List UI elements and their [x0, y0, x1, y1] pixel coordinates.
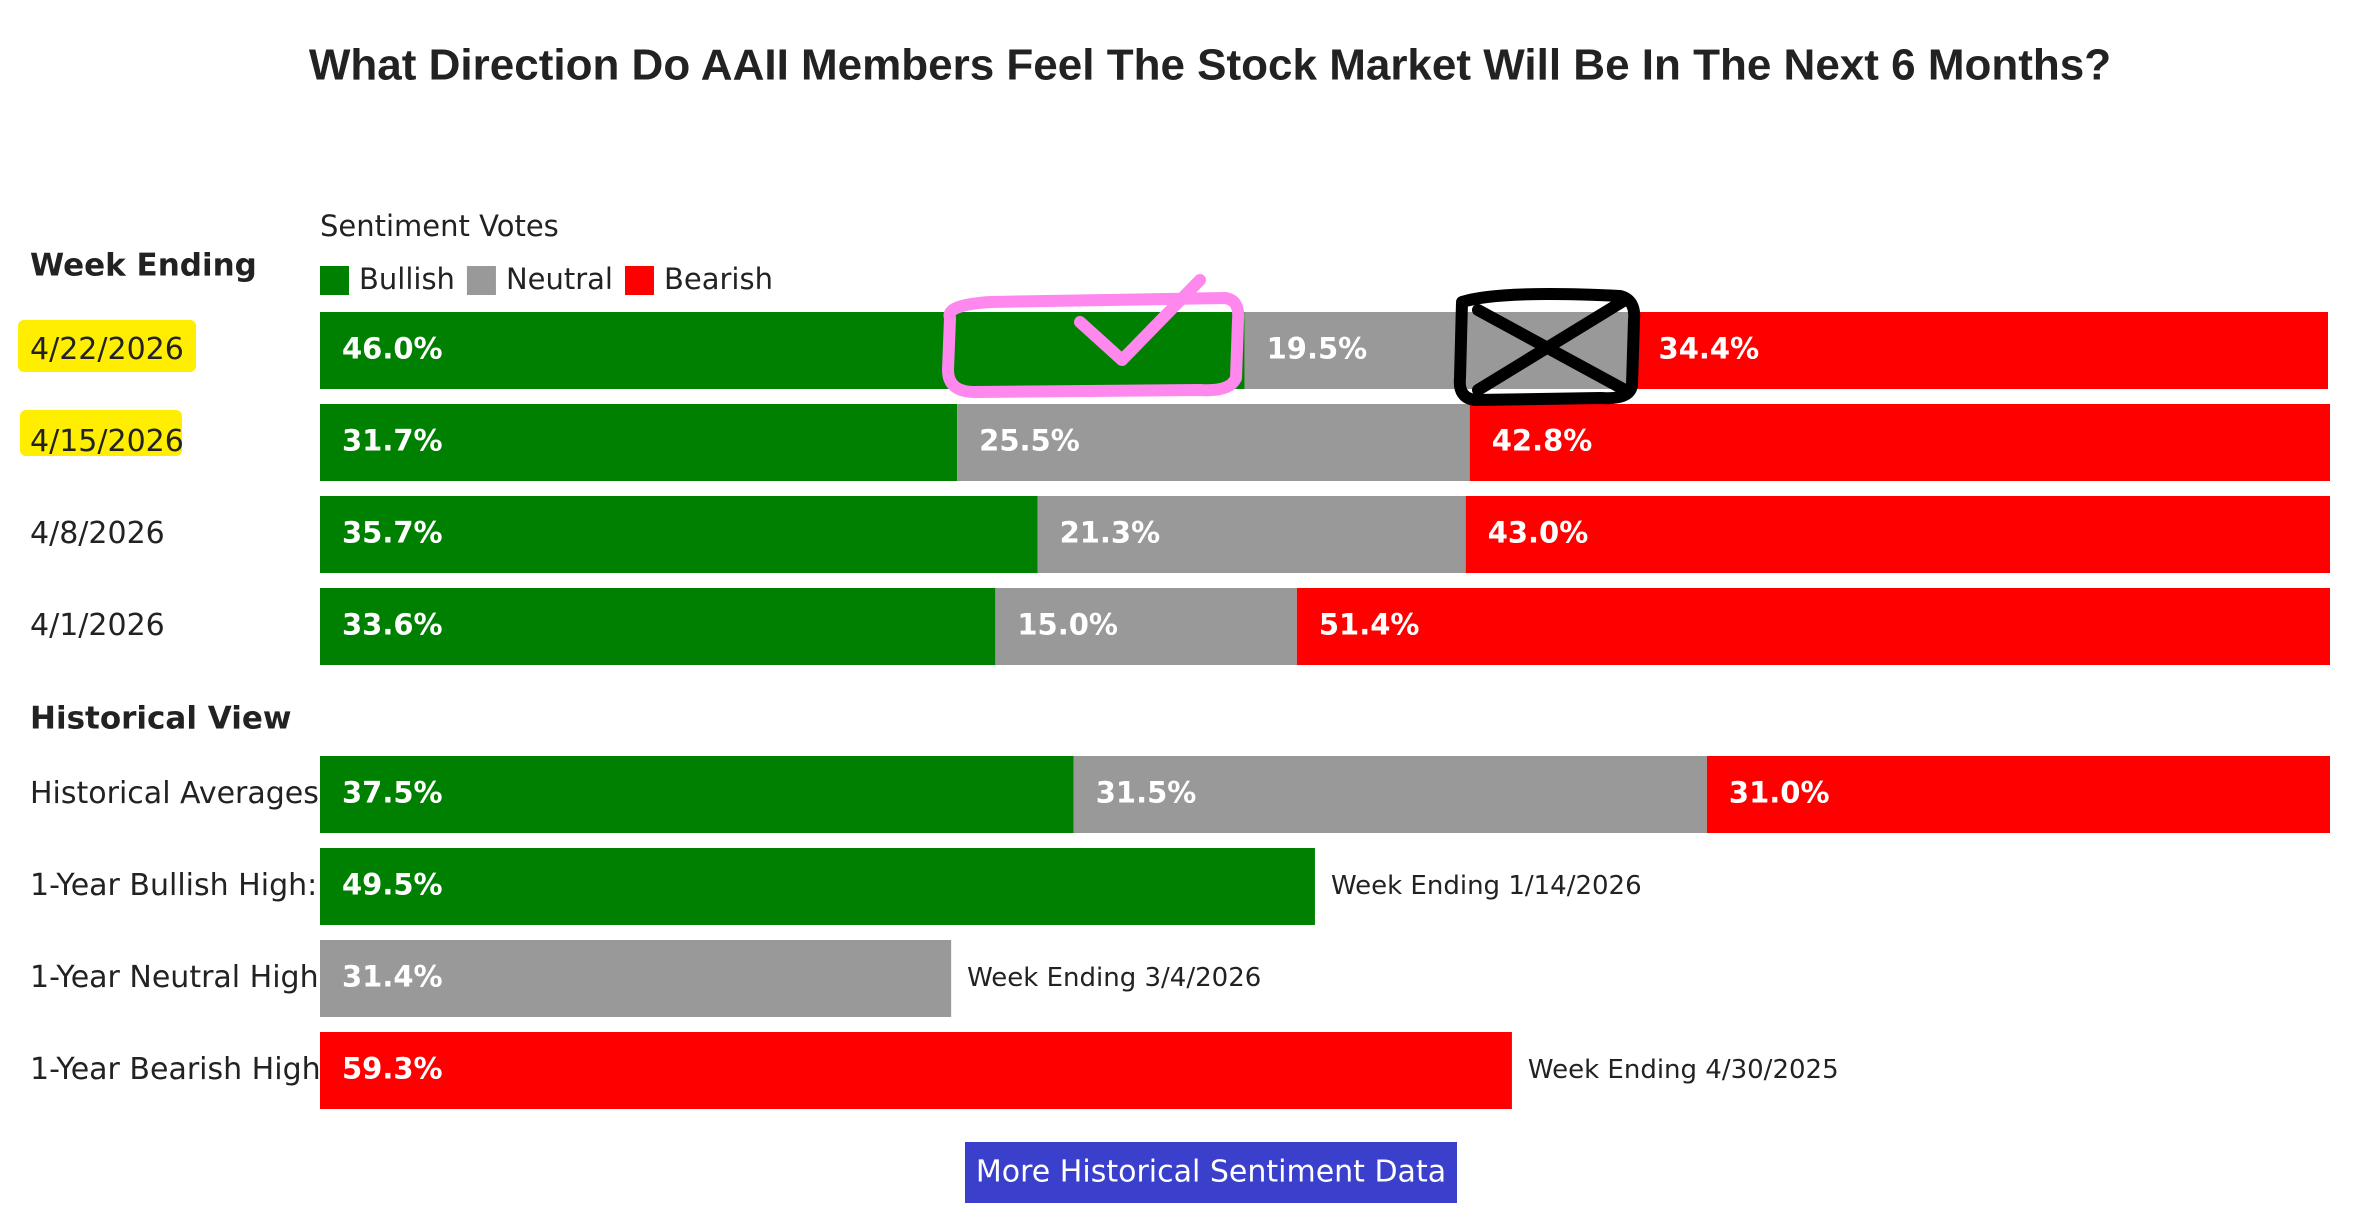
- row-label: 4/15/2026: [30, 424, 184, 459]
- value-label: 46.0%: [342, 332, 443, 366]
- highlight: [20, 410, 182, 456]
- value-label: 15.0%: [1017, 608, 1118, 642]
- row-label: 1-Year Bullish High:: [30, 868, 317, 903]
- legend-label: Bearish: [664, 262, 773, 296]
- value-label: 21.3%: [1060, 516, 1161, 550]
- bar-segment: [995, 588, 1297, 665]
- value-label: 31.7%: [342, 424, 443, 458]
- section-title: Historical View: [30, 701, 292, 737]
- bar-segment: [957, 404, 1470, 481]
- bar-segment: [1469, 404, 2330, 481]
- annotation: Week Ending 4/30/2025: [1528, 1055, 1839, 1085]
- value-label: 49.5%: [342, 868, 443, 902]
- bar-segment: [1706, 756, 2330, 833]
- annotations-drawn: [942, 274, 1641, 406]
- bar-segment: [1073, 756, 1707, 833]
- chart: 4/22/2026 46.0% 19.5% 34.4% 4/15/2026 31.7% 25…: [30, 262, 2330, 1109]
- value-label: 31.4%: [342, 960, 443, 994]
- highlights: [18, 320, 196, 456]
- value-label: 43.0%: [1488, 516, 1589, 550]
- bar: [320, 848, 1315, 925]
- value-label: 25.5%: [979, 424, 1080, 458]
- bar-segment: [1037, 496, 1466, 573]
- legend-swatch: [320, 266, 349, 295]
- chart-title: What Direction Do AAII Members Feel The …: [309, 41, 2111, 90]
- value-label: 31.0%: [1729, 776, 1830, 810]
- x-box: [1453, 288, 1641, 406]
- bar-segment: [320, 756, 1074, 833]
- pink-box: [942, 292, 1245, 398]
- value-label: 35.7%: [342, 516, 443, 550]
- row-label: 1-Year Neutral High: [30, 960, 319, 995]
- bar-segment: [1465, 496, 2330, 573]
- y-label: Week Ending: [30, 248, 257, 284]
- subtitle: Sentiment Votes: [320, 209, 559, 243]
- bar-segment: [320, 496, 1038, 573]
- value-label: 31.5%: [1096, 776, 1197, 810]
- bar-segment: [320, 588, 996, 665]
- value-label: 19.5%: [1267, 332, 1368, 366]
- row-label: 4/1/2026: [30, 608, 165, 643]
- value-label: 34.4%: [1659, 332, 1760, 366]
- row-label: Historical Averages: [30, 776, 319, 811]
- bar-segment: [1244, 312, 1637, 389]
- row-label: 4/8/2026: [30, 516, 165, 551]
- row-label: 1-Year Bearish High: [30, 1052, 321, 1087]
- check-mark: [1074, 274, 1206, 366]
- annotation: Week Ending 3/4/2026: [967, 963, 1261, 993]
- value-label: 42.8%: [1492, 424, 1593, 458]
- value-label: 51.4%: [1319, 608, 1420, 642]
- legend-swatch: [466, 266, 496, 295]
- bar: [320, 940, 952, 1017]
- x-mark: [1472, 294, 1631, 396]
- value-label: 59.3%: [342, 1052, 443, 1086]
- legend-label: Neutral: [506, 262, 613, 296]
- value-label: 37.5%: [342, 776, 443, 810]
- button-label[interactable]: More Historical Sentiment Data: [976, 1155, 1446, 1190]
- bar-segment: [320, 404, 958, 481]
- legend-swatch: [624, 266, 654, 295]
- annotation: Week Ending 1/14/2026: [1331, 871, 1642, 901]
- bar: [320, 1032, 1512, 1109]
- value-label: 33.6%: [342, 608, 443, 642]
- bar-segment: [1296, 588, 2330, 665]
- legend-label: Bullish: [359, 262, 455, 296]
- row-label: 4/22/2026: [30, 332, 184, 367]
- highlight: [18, 320, 196, 372]
- button[interactable]: [965, 1142, 1457, 1203]
- bar-segment: [1636, 312, 2328, 389]
